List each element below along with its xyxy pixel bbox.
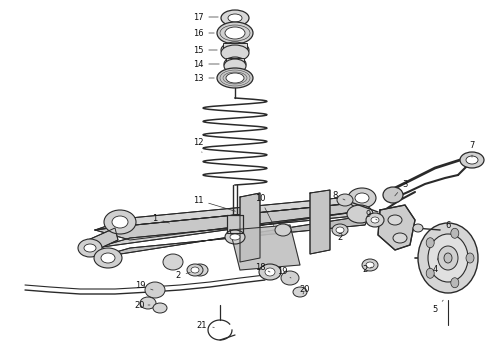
Polygon shape (240, 193, 260, 262)
Text: 19: 19 (135, 280, 153, 290)
Text: 2: 2 (363, 266, 372, 275)
Text: 15: 15 (193, 45, 217, 54)
Ellipse shape (388, 215, 402, 225)
Ellipse shape (466, 156, 478, 164)
Ellipse shape (228, 14, 242, 22)
Ellipse shape (355, 193, 369, 203)
Ellipse shape (104, 210, 136, 234)
Text: 12: 12 (193, 138, 203, 152)
Text: 20: 20 (135, 301, 150, 310)
Polygon shape (88, 228, 118, 252)
Ellipse shape (217, 68, 253, 88)
Text: 18: 18 (255, 262, 270, 272)
Ellipse shape (259, 264, 281, 280)
Ellipse shape (371, 217, 379, 223)
Text: 1: 1 (152, 213, 170, 223)
Ellipse shape (444, 253, 452, 263)
Ellipse shape (332, 224, 348, 236)
Bar (223, 43, 247, 53)
Text: 19: 19 (277, 267, 291, 278)
Ellipse shape (145, 282, 165, 298)
Text: 2: 2 (338, 232, 348, 243)
Ellipse shape (94, 248, 122, 268)
Text: 8: 8 (332, 190, 345, 200)
Text: 13: 13 (193, 73, 214, 82)
Ellipse shape (225, 230, 245, 244)
Ellipse shape (221, 10, 249, 26)
Ellipse shape (192, 264, 208, 276)
Ellipse shape (293, 287, 307, 297)
Ellipse shape (460, 152, 484, 168)
Text: 16: 16 (193, 28, 214, 37)
Ellipse shape (426, 238, 434, 248)
Ellipse shape (281, 271, 299, 285)
Ellipse shape (451, 278, 459, 288)
Ellipse shape (224, 59, 246, 73)
Ellipse shape (84, 244, 96, 252)
Text: 7: 7 (469, 140, 475, 157)
Polygon shape (95, 215, 370, 258)
Ellipse shape (217, 22, 253, 44)
Text: 10: 10 (255, 194, 274, 225)
Ellipse shape (348, 188, 376, 208)
Ellipse shape (393, 233, 407, 243)
Ellipse shape (163, 254, 183, 270)
Ellipse shape (336, 227, 344, 233)
Ellipse shape (366, 213, 384, 227)
Ellipse shape (78, 239, 102, 257)
Polygon shape (230, 225, 300, 270)
Ellipse shape (265, 268, 275, 276)
Ellipse shape (413, 224, 423, 232)
Text: 5: 5 (432, 300, 443, 315)
Text: 6: 6 (440, 220, 451, 230)
Ellipse shape (187, 264, 203, 276)
Polygon shape (95, 202, 370, 240)
Ellipse shape (153, 303, 167, 313)
Polygon shape (378, 205, 415, 250)
Ellipse shape (275, 224, 291, 236)
Ellipse shape (466, 253, 474, 263)
Text: 4: 4 (432, 258, 438, 275)
Ellipse shape (112, 216, 128, 228)
Ellipse shape (191, 267, 199, 273)
Ellipse shape (101, 253, 115, 263)
Ellipse shape (140, 297, 156, 309)
Ellipse shape (226, 73, 244, 83)
Ellipse shape (451, 228, 459, 238)
Text: 11: 11 (193, 195, 235, 211)
Ellipse shape (362, 259, 378, 271)
Text: 2: 2 (175, 270, 190, 279)
Text: 20: 20 (300, 285, 310, 294)
Ellipse shape (221, 45, 249, 61)
Ellipse shape (347, 205, 373, 223)
Ellipse shape (428, 234, 468, 282)
Text: 14: 14 (193, 59, 219, 68)
Ellipse shape (426, 268, 434, 278)
Ellipse shape (225, 27, 245, 39)
Ellipse shape (221, 42, 249, 58)
Ellipse shape (383, 187, 403, 203)
Text: 9: 9 (366, 210, 377, 220)
Ellipse shape (230, 234, 240, 240)
Ellipse shape (224, 57, 246, 71)
Ellipse shape (366, 262, 374, 268)
Polygon shape (95, 210, 370, 248)
Polygon shape (95, 195, 370, 230)
Ellipse shape (438, 246, 458, 270)
Bar (226, 58, 244, 66)
Text: 21: 21 (197, 320, 214, 329)
Ellipse shape (337, 194, 353, 206)
Ellipse shape (418, 223, 478, 293)
Text: 3: 3 (395, 180, 408, 196)
Polygon shape (227, 215, 243, 233)
Polygon shape (310, 190, 330, 254)
Text: 17: 17 (193, 13, 218, 22)
